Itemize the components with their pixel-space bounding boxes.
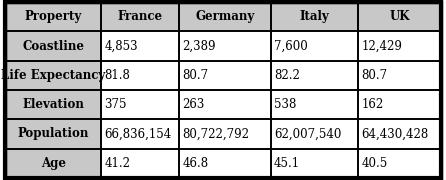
Bar [101,90,179,119]
Text: 538: 538 [274,98,297,111]
Text: 80,722,792: 80,722,792 [182,127,250,140]
Text: 41.2: 41.2 [104,157,131,170]
Bar [358,148,441,178]
Bar [271,148,358,178]
Text: Life Expectancy: Life Expectancy [1,69,105,82]
Text: 46.8: 46.8 [182,157,209,170]
Bar [358,31,441,61]
Bar [5,61,101,90]
Bar [5,148,101,178]
Bar [101,2,179,31]
Bar [101,148,179,178]
Text: 64,430,428: 64,430,428 [361,127,429,140]
Text: 12,429: 12,429 [361,40,402,53]
Bar [179,90,271,119]
Text: 80.7: 80.7 [361,69,387,82]
Bar [5,2,101,31]
Bar [271,119,358,148]
Bar [101,31,179,61]
Text: 40.5: 40.5 [361,157,388,170]
Bar [358,119,441,148]
Text: 375: 375 [104,98,127,111]
Bar [5,2,101,31]
Bar [179,148,271,178]
Bar [358,61,441,90]
Bar [179,90,271,119]
Text: Population: Population [18,127,89,140]
Bar [5,31,101,61]
Bar [101,119,179,148]
Bar [101,148,179,178]
Text: 82.2: 82.2 [274,69,300,82]
Bar [101,31,179,61]
Bar [179,31,271,61]
Text: 7,600: 7,600 [274,40,308,53]
Bar [5,90,101,119]
Bar [271,2,358,31]
Bar [5,31,101,61]
Text: Coastline: Coastline [22,40,84,53]
Bar [101,61,179,90]
Bar [101,61,179,90]
Bar [358,61,441,90]
Bar [271,61,358,90]
Bar [358,2,441,31]
Bar [271,2,358,31]
Text: 62,007,540: 62,007,540 [274,127,342,140]
Bar [179,148,271,178]
Bar [179,119,271,148]
Text: Germany: Germany [196,10,255,23]
Bar [179,31,271,61]
Text: 2,389: 2,389 [182,40,216,53]
Text: Property: Property [25,10,82,23]
Bar [271,119,358,148]
Bar [358,2,441,31]
Text: Italy: Italy [300,10,330,23]
Bar [101,119,179,148]
Bar [179,119,271,148]
Bar [271,90,358,119]
Bar [358,148,441,178]
Text: Elevation: Elevation [22,98,84,111]
Bar [271,148,358,178]
Bar [179,61,271,90]
Bar [358,31,441,61]
Bar [5,119,101,148]
Text: 45.1: 45.1 [274,157,300,170]
Bar [179,2,271,31]
Text: 4,853: 4,853 [104,40,138,53]
Text: 66,836,154: 66,836,154 [104,127,172,140]
Bar [5,61,101,90]
Text: UK: UK [389,10,409,23]
Bar [101,90,179,119]
Bar [101,2,179,31]
Text: 162: 162 [361,98,384,111]
Bar [271,61,358,90]
Text: 81.8: 81.8 [104,69,130,82]
Bar [358,90,441,119]
Text: 263: 263 [182,98,205,111]
Text: Age: Age [41,157,66,170]
Bar [5,90,101,119]
Bar [179,2,271,31]
Bar [271,31,358,61]
Bar [271,31,358,61]
Bar [5,148,101,178]
Bar [5,119,101,148]
Text: 80.7: 80.7 [182,69,209,82]
Bar [179,61,271,90]
Bar [358,90,441,119]
Bar [271,90,358,119]
Bar [358,119,441,148]
Text: France: France [118,10,163,23]
